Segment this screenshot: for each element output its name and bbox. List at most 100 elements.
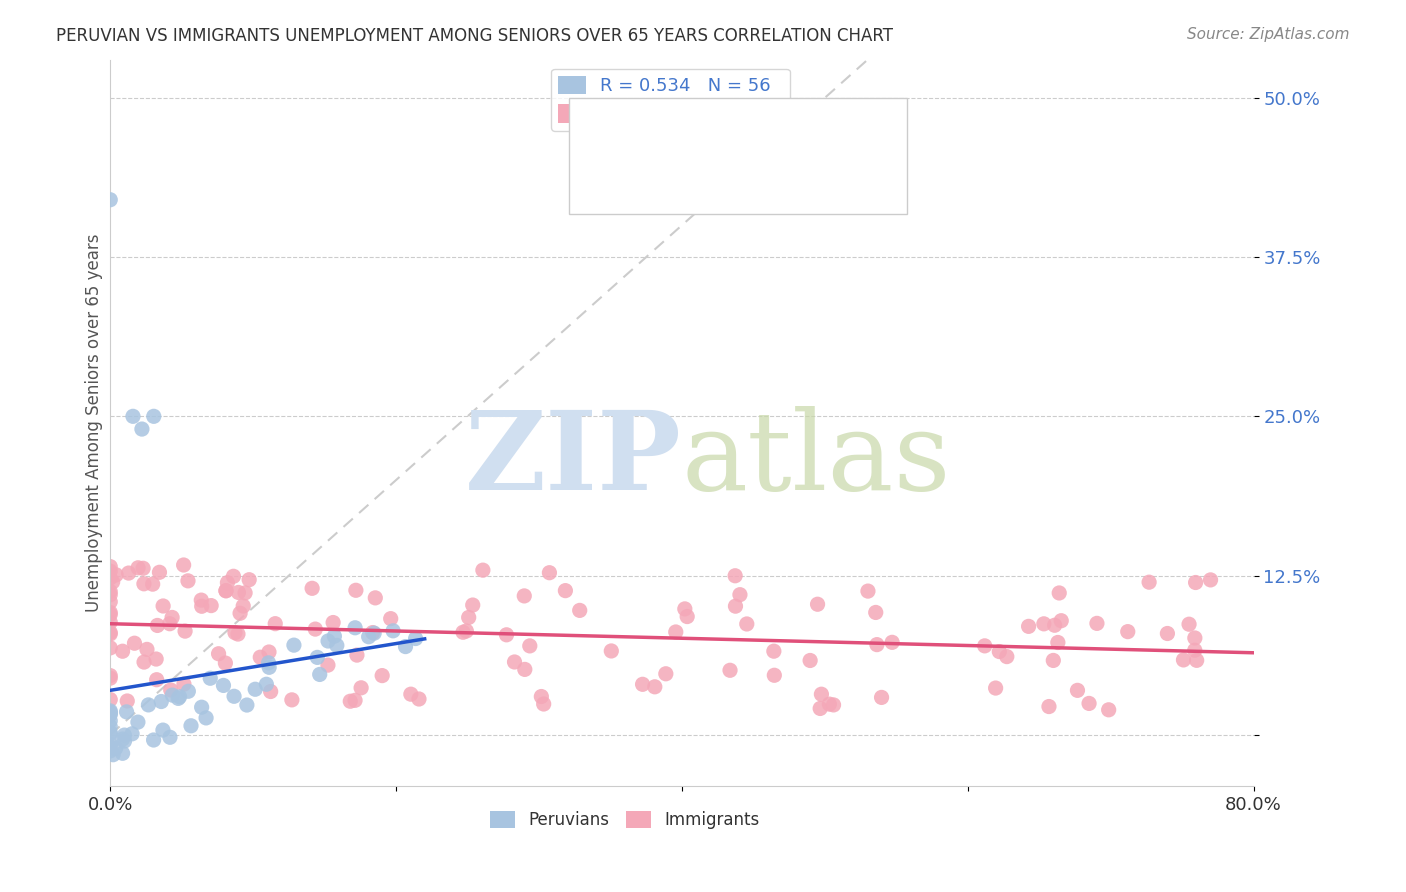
Point bbox=[973, 639, 995, 653]
Point bbox=[882, 635, 904, 649]
Point bbox=[124, 636, 146, 650]
Point bbox=[228, 585, 250, 599]
Point bbox=[232, 599, 254, 613]
Point bbox=[174, 624, 197, 639]
Point bbox=[177, 574, 200, 588]
Point bbox=[364, 591, 387, 605]
Point bbox=[283, 638, 305, 652]
Legend: Peruvians, Immigrants: Peruvians, Immigrants bbox=[484, 804, 766, 836]
Point bbox=[763, 668, 786, 682]
Text: Source: ZipAtlas.com: Source: ZipAtlas.com bbox=[1187, 27, 1350, 42]
Point bbox=[98, 193, 121, 207]
Point bbox=[98, 725, 121, 739]
Point bbox=[513, 589, 536, 603]
Point bbox=[307, 650, 329, 665]
Point bbox=[98, 714, 121, 728]
Point bbox=[380, 612, 402, 626]
Point bbox=[222, 690, 245, 704]
Point bbox=[152, 723, 174, 738]
Point bbox=[104, 741, 127, 756]
Point bbox=[451, 625, 474, 640]
Point bbox=[98, 625, 121, 640]
Point bbox=[98, 707, 121, 722]
Point bbox=[132, 561, 155, 575]
Point bbox=[799, 653, 821, 667]
Point bbox=[98, 595, 121, 609]
Point bbox=[519, 639, 541, 653]
Point bbox=[281, 693, 304, 707]
Point bbox=[215, 583, 238, 598]
Point bbox=[1038, 699, 1060, 714]
Point bbox=[1050, 614, 1073, 628]
Point bbox=[98, 706, 121, 720]
Point bbox=[264, 616, 287, 631]
Point bbox=[316, 658, 339, 673]
Point bbox=[167, 691, 190, 706]
Point bbox=[105, 567, 128, 582]
Point bbox=[568, 603, 591, 617]
Point bbox=[339, 694, 361, 708]
Point bbox=[676, 609, 699, 624]
Point bbox=[866, 638, 889, 652]
Point bbox=[226, 627, 249, 641]
Point bbox=[101, 747, 124, 762]
Point bbox=[984, 681, 1007, 695]
Point bbox=[159, 731, 181, 745]
Text: ZIP: ZIP bbox=[465, 406, 682, 513]
Point bbox=[257, 660, 280, 674]
Point bbox=[222, 569, 245, 583]
Point bbox=[169, 690, 191, 704]
Point bbox=[233, 586, 256, 600]
Point bbox=[1116, 624, 1139, 639]
Point bbox=[98, 584, 121, 599]
Point bbox=[127, 715, 149, 730]
Point bbox=[718, 663, 741, 677]
Point bbox=[98, 692, 121, 706]
Point bbox=[200, 671, 222, 685]
Point bbox=[249, 650, 271, 665]
Point bbox=[245, 682, 267, 697]
Point bbox=[132, 655, 155, 669]
Point bbox=[308, 667, 330, 681]
Point bbox=[150, 694, 173, 708]
Point bbox=[357, 630, 380, 644]
Point bbox=[1066, 683, 1088, 698]
Point bbox=[159, 616, 181, 631]
Point bbox=[735, 617, 758, 632]
Point bbox=[988, 644, 1011, 658]
Point bbox=[98, 744, 121, 758]
Point bbox=[117, 694, 139, 708]
Point bbox=[1199, 573, 1222, 587]
Point bbox=[98, 671, 121, 685]
Point bbox=[254, 677, 277, 691]
Point bbox=[98, 668, 121, 682]
Point bbox=[1047, 586, 1070, 600]
Point bbox=[405, 632, 427, 646]
Point bbox=[257, 645, 280, 659]
Point bbox=[808, 701, 831, 715]
Text: atlas: atlas bbox=[682, 406, 952, 513]
Point bbox=[114, 734, 136, 748]
Point bbox=[217, 575, 239, 590]
Point bbox=[728, 588, 751, 602]
Point bbox=[631, 677, 654, 691]
Point bbox=[159, 683, 181, 698]
Point bbox=[1085, 616, 1108, 631]
Point bbox=[1173, 653, 1195, 667]
Point bbox=[513, 662, 536, 676]
Point bbox=[538, 566, 561, 580]
Point bbox=[1046, 635, 1069, 649]
Point bbox=[112, 728, 135, 742]
Point bbox=[995, 649, 1018, 664]
Point bbox=[1184, 631, 1206, 645]
Point bbox=[98, 738, 121, 752]
Point bbox=[655, 666, 678, 681]
Point bbox=[259, 684, 281, 698]
Point bbox=[98, 607, 121, 622]
Point bbox=[98, 571, 121, 585]
Point bbox=[236, 698, 259, 712]
Point bbox=[361, 625, 384, 640]
Point bbox=[644, 680, 666, 694]
Point bbox=[456, 624, 478, 638]
Point bbox=[257, 656, 280, 670]
